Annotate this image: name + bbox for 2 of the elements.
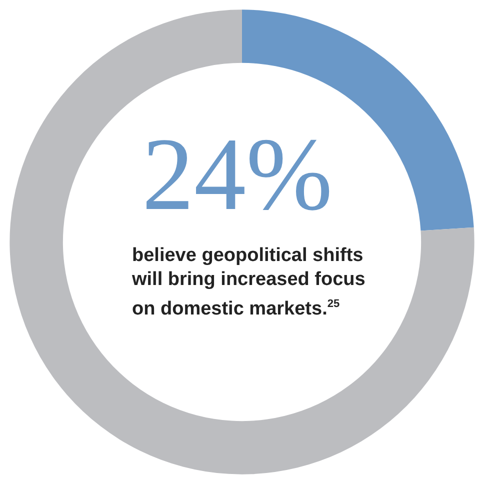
data-label: 24%	[142, 117, 334, 232]
text: believe geopolitical shifts will bring increased focus on domestic markets.$^{25}$	[132, 244, 366, 322]
